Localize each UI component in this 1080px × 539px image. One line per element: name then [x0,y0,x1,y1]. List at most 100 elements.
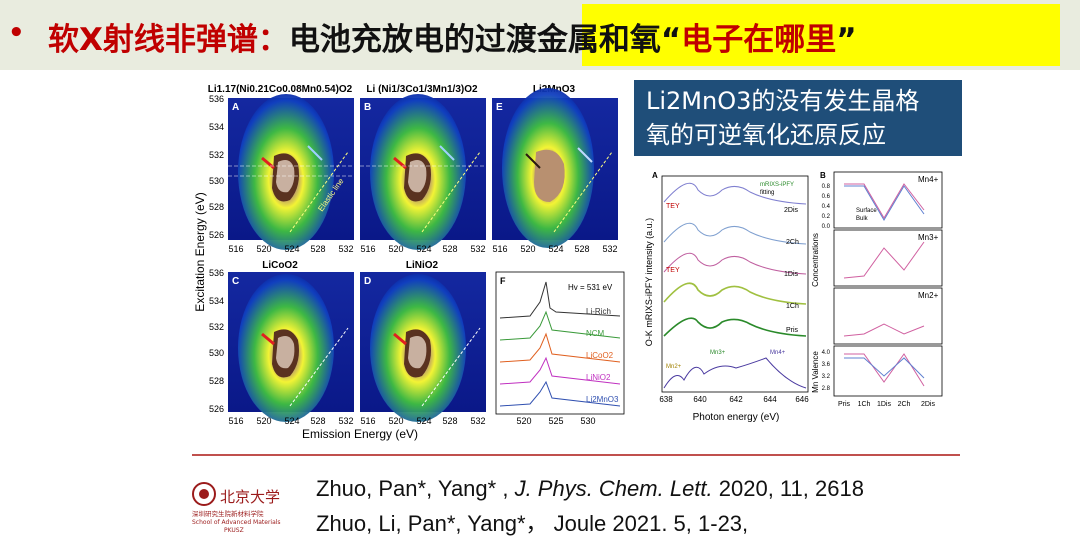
xtick-e2: 520 [520,244,535,254]
ytick-3: 532 [209,150,224,160]
xtick-c4: 528 [310,416,325,426]
tey-1: TEY [666,203,680,210]
tey-2: TEY [666,267,680,274]
rixs-map-B: Li (Ni1/3Co1/3Mn1/3)O2 B [360,84,486,250]
legend-surface: Surface [856,208,877,214]
panel-a-xlabel: Photon energy (eV) [693,412,780,423]
xtick-d3: 524 [416,416,431,426]
xtick-a1: 516 [228,244,243,254]
rixs-ylabel: Excitation Energy (eV) [193,192,207,311]
xtick-b5: 532 [470,244,485,254]
label-pris: Pris [786,327,799,334]
b-yt-4: 0.2 [822,214,831,220]
figure: Excitation Energy (eV) Emission Energy (… [193,84,943,441]
label-1dis: 1Dis [784,271,799,278]
callout-box: Li2MnO3的没有发生晶格 氧的可逆氧化还原反应 [634,80,962,156]
ref1-authors: Zhuo, Pan*, Yang* , [316,476,515,501]
logo-sub2: School of Advanced Materials [192,519,281,526]
b-x-2: 1Ch [858,401,871,408]
xtick-b2: 520 [388,244,403,254]
rixs-xlabel: Emission Energy (eV) [302,427,418,441]
xtick-d5: 532 [470,416,485,426]
xtick-c5: 532 [338,416,353,426]
xtick-b3: 524 [416,244,431,254]
xtick-c3: 524 [284,416,299,426]
mn3-sub: Mn3+ [918,233,939,242]
xtick-c1: 516 [228,416,243,426]
map-title-C: LiCoO2 [262,260,298,271]
b-x-3: 1Dis [877,401,892,408]
xtick-a5: 532 [338,244,353,254]
map-letter-E: E [496,102,503,113]
logo-name: 北京大学 [220,488,280,506]
rixs-map-D: LiNiO2 D [360,260,486,422]
ytick-6: 526 [209,230,224,240]
ref1-vol: 2020, 11, 2618 [712,476,864,501]
title-part6: ” [836,22,857,58]
bullet: • [8,18,25,48]
title-part3: 过渡金属和氧 [474,22,661,58]
ytick-2: 534 [209,122,224,132]
map-letter-A: A [232,102,239,113]
panel-a: A O-K mRIXS-iPFY intensity (a.u.) Photon… [644,171,809,423]
a-xtick-3: 642 [729,395,743,404]
xtick-e3: 524 [548,244,563,254]
map-letter-D: D [364,276,371,287]
reference-2: Zhuo, Li, Pan*, Yang*， Joule 2021. 5, 1-… [316,511,749,536]
a-xtick-1: 638 [659,395,673,404]
b-yv-3: 3.2 [822,374,831,380]
ytick-b3: 532 [209,322,224,332]
panel-a-letter: A [652,171,658,180]
title-part2: 电池充放电的 [288,22,475,58]
ytick-5: 528 [209,202,224,212]
ytick-b2: 534 [209,296,224,306]
b-yv-2: 3.6 [822,362,831,368]
ytick-b1: 536 [209,268,224,278]
title-highlight [582,4,1060,66]
curve-li2mno3: Li2MnO3 [586,395,619,404]
slide-title: 软X射线非弹谱：电池充放电的过渡金属和氧“电子在哪里” [48,14,857,59]
xtick-d1: 516 [360,416,375,426]
a-xtick-2: 640 [693,395,707,404]
ytick-b4: 530 [209,348,224,358]
ytick-b6: 526 [209,404,224,414]
b-x-5: 2Dis [921,401,936,408]
curve-li-rich: Li-Rich [586,307,611,316]
f-xtick-3: 530 [580,416,595,426]
xtick-e4: 528 [574,244,589,254]
b-yt-2: 0.6 [822,194,831,200]
curve-ncm: NCM [586,329,605,338]
map-title-D: LiNiO2 [406,260,439,271]
map-title-A: Li1.17(Ni0.21Co0.08Mn0.54)O2 [208,84,353,95]
rixs-map-C: LiCoO2 C [228,260,354,422]
title-part5: 电子在哪里 [681,22,837,58]
b-x-4: 2Ch [898,401,911,408]
logo-sub1: 深圳研究生院新材料学院 [192,509,264,518]
xtick-b1: 516 [360,244,375,254]
a-xtick-4: 644 [763,395,777,404]
title-part1: 软X射线非弹谱： [48,22,289,58]
label-2dis: 2Dis [784,207,799,214]
title-part4: “ [660,22,682,58]
b-x-1: Pris [838,401,851,408]
map-letter-B: B [364,102,371,113]
b-yv-4: 2.8 [822,386,831,392]
val-ylabel: Mn Valence [811,351,820,393]
callout-line1: Li2MnO3的没有发生晶格 [646,87,920,115]
pku-logo: 北京大学 深圳研究生院新材料学院 School of Advanced Mate… [192,482,281,534]
map-letter-C: C [232,276,239,287]
xtick-e1: 516 [492,244,507,254]
curve-linio2: LiNiO2 [586,373,611,382]
ytick-4: 530 [209,176,224,186]
reference-1: Zhuo, Pan*, Yang* , J. Phys. Chem. Lett.… [316,476,864,502]
footer-divider [192,454,960,456]
b-yv-1: 4.0 [822,350,831,356]
rixs-yticks: 536 534 532 530 528 526 536 534 532 530 … [209,94,224,414]
mn4-label: Mn4+ [770,350,786,356]
rixs-xticks: 516 520 524 528 532 516 520 524 528 532 … [228,244,617,426]
mn2-label: Mn2+ [666,364,682,370]
rixs-map-E: Li2MnO3 E [492,84,618,248]
label-1ch: 1Ch [786,303,799,310]
xtick-b4: 528 [442,244,457,254]
b-yt-5: 0.0 [822,224,831,230]
